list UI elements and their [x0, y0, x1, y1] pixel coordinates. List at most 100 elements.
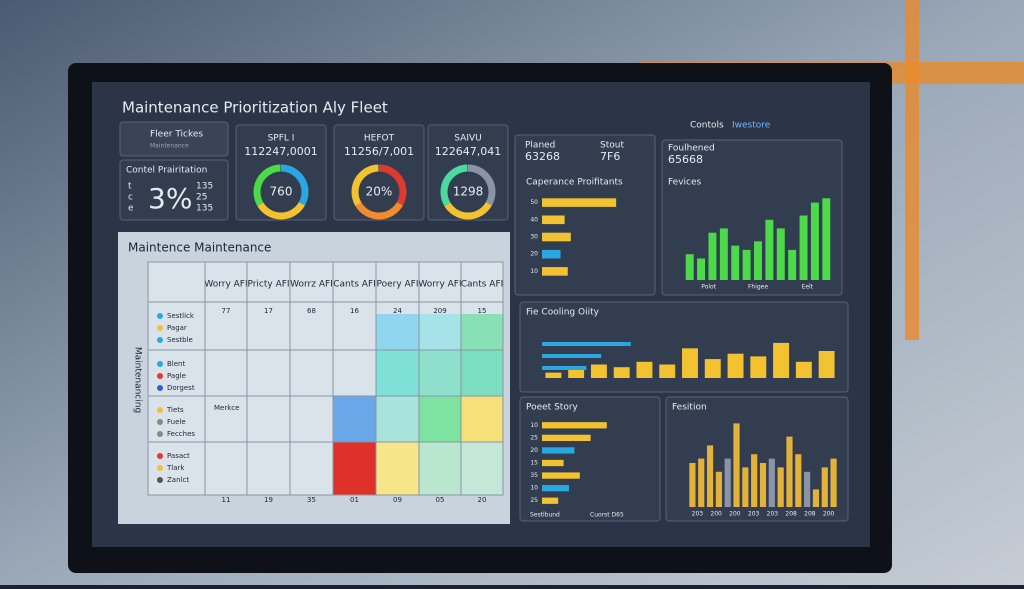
row-label: Pasact: [167, 452, 190, 460]
bar: [731, 245, 740, 280]
stat-label: Stout: [600, 141, 624, 151]
bar: [708, 232, 717, 280]
heat-cell: [461, 442, 503, 495]
kpi-card: [427, 124, 509, 221]
kpi-label: SAIVU: [454, 134, 481, 144]
row-label: Dorgest: [167, 384, 195, 392]
x-label: 203: [748, 511, 760, 518]
y-label: 25: [530, 434, 538, 441]
filter[interactable]: [119, 121, 229, 157]
kpi-value: 122647,041: [435, 145, 501, 158]
top-number: 15: [478, 307, 487, 315]
column-header: Pricty AFI: [247, 280, 289, 290]
nav[interactable]: Contols: [690, 121, 724, 131]
bar: [821, 467, 828, 507]
bar: [750, 356, 767, 378]
stat-value: 65668: [668, 153, 703, 166]
row-label: Tlark: [166, 464, 185, 472]
bar: [706, 445, 714, 507]
bar: [773, 342, 790, 378]
row-label: Pagar: [167, 324, 187, 332]
gauge-ring: [351, 164, 407, 220]
heat-cell: [333, 442, 376, 495]
stat-value: 63268: [525, 150, 560, 163]
legend-dot: [157, 465, 163, 471]
heat-cell: [376, 350, 419, 396]
kpi-value: 112247,0001: [244, 145, 317, 158]
row-label: Sestble: [167, 336, 193, 344]
y-label: 40: [530, 216, 538, 223]
kpi-label: SPFL I: [268, 134, 295, 144]
bar: [685, 254, 694, 280]
x-label: 208: [785, 511, 797, 518]
x-label: 203: [767, 511, 779, 518]
hbar: [542, 366, 587, 370]
bottom-number: 35: [307, 496, 316, 504]
bar: [698, 458, 705, 507]
column-header: Poery AFI: [376, 280, 418, 290]
bar: [742, 249, 751, 280]
bottom-number: 20: [478, 496, 487, 504]
bottom-number: 01: [350, 496, 359, 504]
column-header: Cants AFI: [461, 280, 504, 290]
summary-title: Contel Prairitation: [126, 166, 207, 176]
bottom-number: 19: [264, 496, 273, 504]
chart-title: Fie Cooling Oiity: [526, 308, 600, 318]
heat-cell: [419, 396, 461, 442]
heatmap-axis: Maintenancing: [133, 347, 143, 413]
heat-cell: [376, 314, 419, 350]
bar: [786, 436, 793, 507]
x-label: Fhigee: [748, 284, 768, 291]
bottom-number: 11: [222, 496, 231, 504]
gauge-ring: [440, 164, 496, 220]
summary: [119, 159, 229, 221]
bar: [795, 454, 802, 507]
column-header: Cants AFI: [333, 280, 376, 290]
kpi-label: HEFOT: [364, 134, 395, 144]
x-label: 203: [692, 511, 704, 518]
summary-left: t: [128, 182, 132, 192]
row-label: Sestlick: [167, 312, 195, 320]
bar: [759, 463, 767, 507]
top-number: 68: [307, 307, 316, 315]
bottom-number: 05: [436, 496, 445, 504]
heat-cell: [376, 396, 419, 442]
bar: [542, 267, 568, 276]
y-label: 10: [530, 268, 538, 275]
row-label: Blent: [167, 360, 185, 368]
legend-dot: [157, 337, 163, 343]
heat-cell: [419, 314, 461, 350]
legend-dot: [157, 313, 163, 319]
chart-title: Fesition: [672, 403, 707, 413]
bar: [542, 434, 591, 441]
column-header: Worry AFI: [204, 280, 247, 290]
column-header: Worrz AFI: [290, 280, 333, 290]
bar: [818, 351, 835, 378]
legend-dot: [157, 361, 163, 367]
bar: [545, 372, 562, 378]
column-header: Worry AFI: [418, 280, 461, 290]
heat-cell: [419, 350, 461, 396]
crane-post: [905, 0, 919, 340]
heat-cell: [333, 396, 376, 442]
summary-left: e: [128, 204, 134, 214]
bar: [590, 364, 607, 378]
x-label: 200: [729, 511, 741, 518]
top-number: 17: [264, 307, 273, 315]
row-label: Tiets: [166, 406, 184, 414]
bar: [542, 249, 561, 259]
nav[interactable]: Iwestore: [732, 121, 771, 131]
bar: [542, 485, 569, 492]
stats-panel: [661, 139, 843, 296]
bar: [542, 232, 571, 242]
x-label: 200: [710, 511, 722, 518]
filter-sub: Maintenance: [150, 143, 189, 150]
summary-right: 135: [196, 182, 213, 192]
top-number: 24: [393, 307, 402, 315]
stat-label: Foulhened: [668, 144, 715, 154]
filter-label: Fleer Tickes: [150, 130, 203, 140]
bar: [727, 353, 744, 378]
heat-cell: [419, 442, 461, 495]
gauge-ring: [440, 164, 496, 220]
